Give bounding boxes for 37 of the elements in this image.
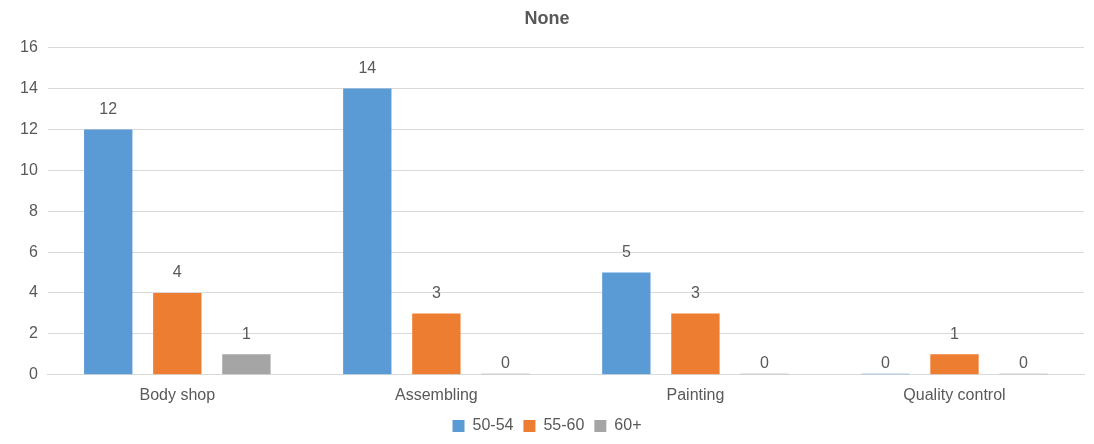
bar — [84, 129, 133, 375]
x-tick-label: Quality control — [903, 385, 1006, 403]
x-tick-label: Body shop — [139, 385, 216, 403]
y-tick-label: 6 — [28, 242, 38, 260]
y-tick-label: 0 — [28, 365, 38, 383]
data-label: 0 — [501, 354, 510, 372]
data-label: 14 — [358, 58, 377, 76]
data-label: 1 — [950, 324, 960, 342]
bar — [153, 293, 202, 375]
x-tick-label: Assembling — [395, 385, 478, 403]
y-tick-label: 4 — [28, 283, 38, 301]
data-label: 12 — [99, 99, 118, 117]
chart-title: None — [524, 7, 570, 28]
y-tick-label: 10 — [20, 160, 38, 178]
legend-label: 50-54 — [472, 416, 514, 434]
data-label: 0 — [760, 354, 770, 372]
y-tick-label: 14 — [20, 78, 38, 96]
data-label: 5 — [621, 242, 631, 260]
bar — [930, 354, 979, 375]
data-label: 0 — [880, 354, 890, 372]
y-tick-label: 8 — [28, 201, 38, 219]
y-tick-label: 16 — [20, 38, 38, 56]
bar — [671, 313, 720, 375]
legend-label: 55-60 — [543, 416, 585, 434]
data-label: 1 — [241, 324, 251, 342]
legend-label: 60+ — [614, 416, 642, 434]
bar — [222, 354, 271, 375]
x-tick-label: Painting — [666, 385, 725, 403]
y-tick-label: 2 — [28, 324, 38, 342]
bar — [343, 88, 392, 375]
data-label: 0 — [1019, 354, 1029, 372]
bar — [412, 313, 461, 375]
data-label: 4 — [172, 263, 182, 281]
data-label: 3 — [690, 283, 700, 301]
data-label: 3 — [431, 283, 441, 301]
bar — [602, 272, 651, 375]
y-tick-label: 12 — [20, 119, 38, 137]
